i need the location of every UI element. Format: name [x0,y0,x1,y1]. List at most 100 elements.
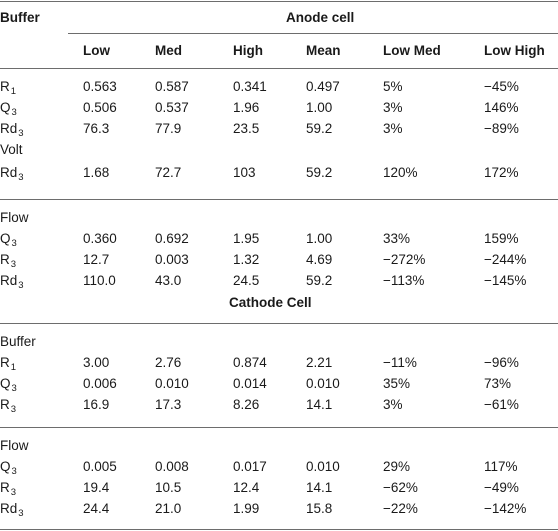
table-cell: 59.2 [306,165,333,180]
table-cell: 59.2 [306,273,333,288]
table-cell: 0.360 [83,231,117,246]
anode-cell-title: Anode cell [286,10,355,25]
table-cell: 1.00 [306,100,333,115]
row-label: Q3 [0,376,17,397]
row-label-symbol: R [0,79,10,94]
table-cell: −62% [383,480,418,495]
group-label-cathode-flow: Flow [0,438,29,453]
table-cell: 76.3 [83,121,110,136]
buffer-column-header: Buffer [0,10,40,25]
table-cell: 3% [383,121,403,136]
table-cell: 8.26 [233,397,260,412]
table-cell: 0.587 [155,79,189,94]
table-cell: 43.0 [155,273,182,288]
column-header-low-high: Low High [484,43,545,58]
column-header-med: Med [155,43,182,58]
table-cell: 59.2 [306,121,333,136]
row-label-subscript: 3 [18,128,24,139]
table-cell: 21.0 [155,501,182,516]
header-bottom-rule [0,68,558,69]
table-cell: −22% [383,501,418,516]
table-cell: 5% [383,79,403,94]
row-label-subscript: 3 [11,383,17,394]
group-label-cathode-buffer: Buffer [0,334,36,349]
table-cell: −49% [484,480,519,495]
row-label-symbol: Rd [0,121,18,136]
section-rule-flow [0,199,558,200]
section-rule-cathode-buffer [0,323,558,324]
table-cell: 103 [233,165,256,180]
table-cell: 3% [383,397,403,412]
table-cell: 117% [484,459,518,474]
column-header-low-med: Low Med [383,43,441,58]
anode-header-rule [68,33,558,34]
table-top-rule [0,1,558,2]
table-cell: −244% [484,252,527,267]
row-label: R1 [0,79,16,100]
row-label: Q3 [0,100,17,121]
table-cell: 0.008 [155,459,189,474]
table-cell: 0.014 [233,376,267,391]
row-label-symbol: R [0,480,10,495]
table-cell: 0.506 [83,100,117,115]
row-label-subscript: 1 [10,86,17,97]
group-label-flow: Flow [0,210,29,225]
table-cell: −113% [383,273,425,288]
table-cell: 120% [383,165,418,180]
table-cell: 14.1 [306,480,333,495]
column-header-low: Low [83,43,110,58]
table-cell: 10.5 [155,480,182,495]
row-label-subscript: 3 [11,466,17,477]
table-cell: 77.9 [155,121,182,136]
table-cell: −89% [484,121,519,136]
table-cell: 35% [383,376,411,391]
table-cell: −145% [484,273,527,288]
row-label: Rd3 [0,121,24,142]
table-cell: 0.692 [155,231,189,246]
row-label: Rd3 [0,165,24,186]
group-label-volt: Volt [0,142,23,157]
row-label-symbol: Rd [0,273,18,288]
row-label: Q3 [0,459,17,480]
row-label-symbol: Q [0,459,11,474]
table-cell: 0.003 [155,252,189,267]
row-label-subscript: 3 [11,107,17,118]
table-cell: −142% [484,501,527,516]
table-cell: 14.1 [306,397,333,412]
row-label-symbol: R [0,252,10,267]
table-cell: 17.3 [155,397,182,412]
row-label: Rd3 [0,273,24,294]
row-label-subscript: 3 [11,238,17,249]
table-cell: 1.99 [233,501,260,516]
table-cell: 159% [484,231,519,246]
row-label: Rd3 [0,501,24,522]
table-cell: 24.5 [233,273,260,288]
column-header-mean: Mean [306,43,341,58]
table-cell: −45% [484,79,519,94]
row-label-symbol: Q [0,376,11,391]
table-cell: 0.341 [233,79,267,94]
table-cell: 172% [484,165,519,180]
table-cell: 2.21 [306,355,333,370]
row-label-subscript: 3 [10,259,17,270]
cathode-cell-title: Cathode Cell [229,295,312,310]
table-cell: 3.00 [83,355,110,370]
table-cell: 0.005 [83,459,117,474]
table-cell: 0.010 [306,459,340,474]
table-cell: 0.497 [306,79,340,94]
table-cell: −272% [383,252,426,267]
table-cell: 24.4 [83,501,110,516]
row-label-symbol: R [0,397,10,412]
table-cell: 0.537 [155,100,189,115]
row-label-symbol: R [0,355,10,370]
table-cell: 0.874 [233,355,267,370]
row-label-symbol: Rd [0,501,18,516]
table-cell: 19.4 [83,480,110,495]
table-cell: 33% [383,231,411,246]
row-label-subscript: 3 [18,172,24,183]
table-cell: 1.96 [233,100,260,115]
row-label-subscript: 3 [18,280,24,291]
row-label: R3 [0,480,16,501]
row-label: R3 [0,252,16,273]
